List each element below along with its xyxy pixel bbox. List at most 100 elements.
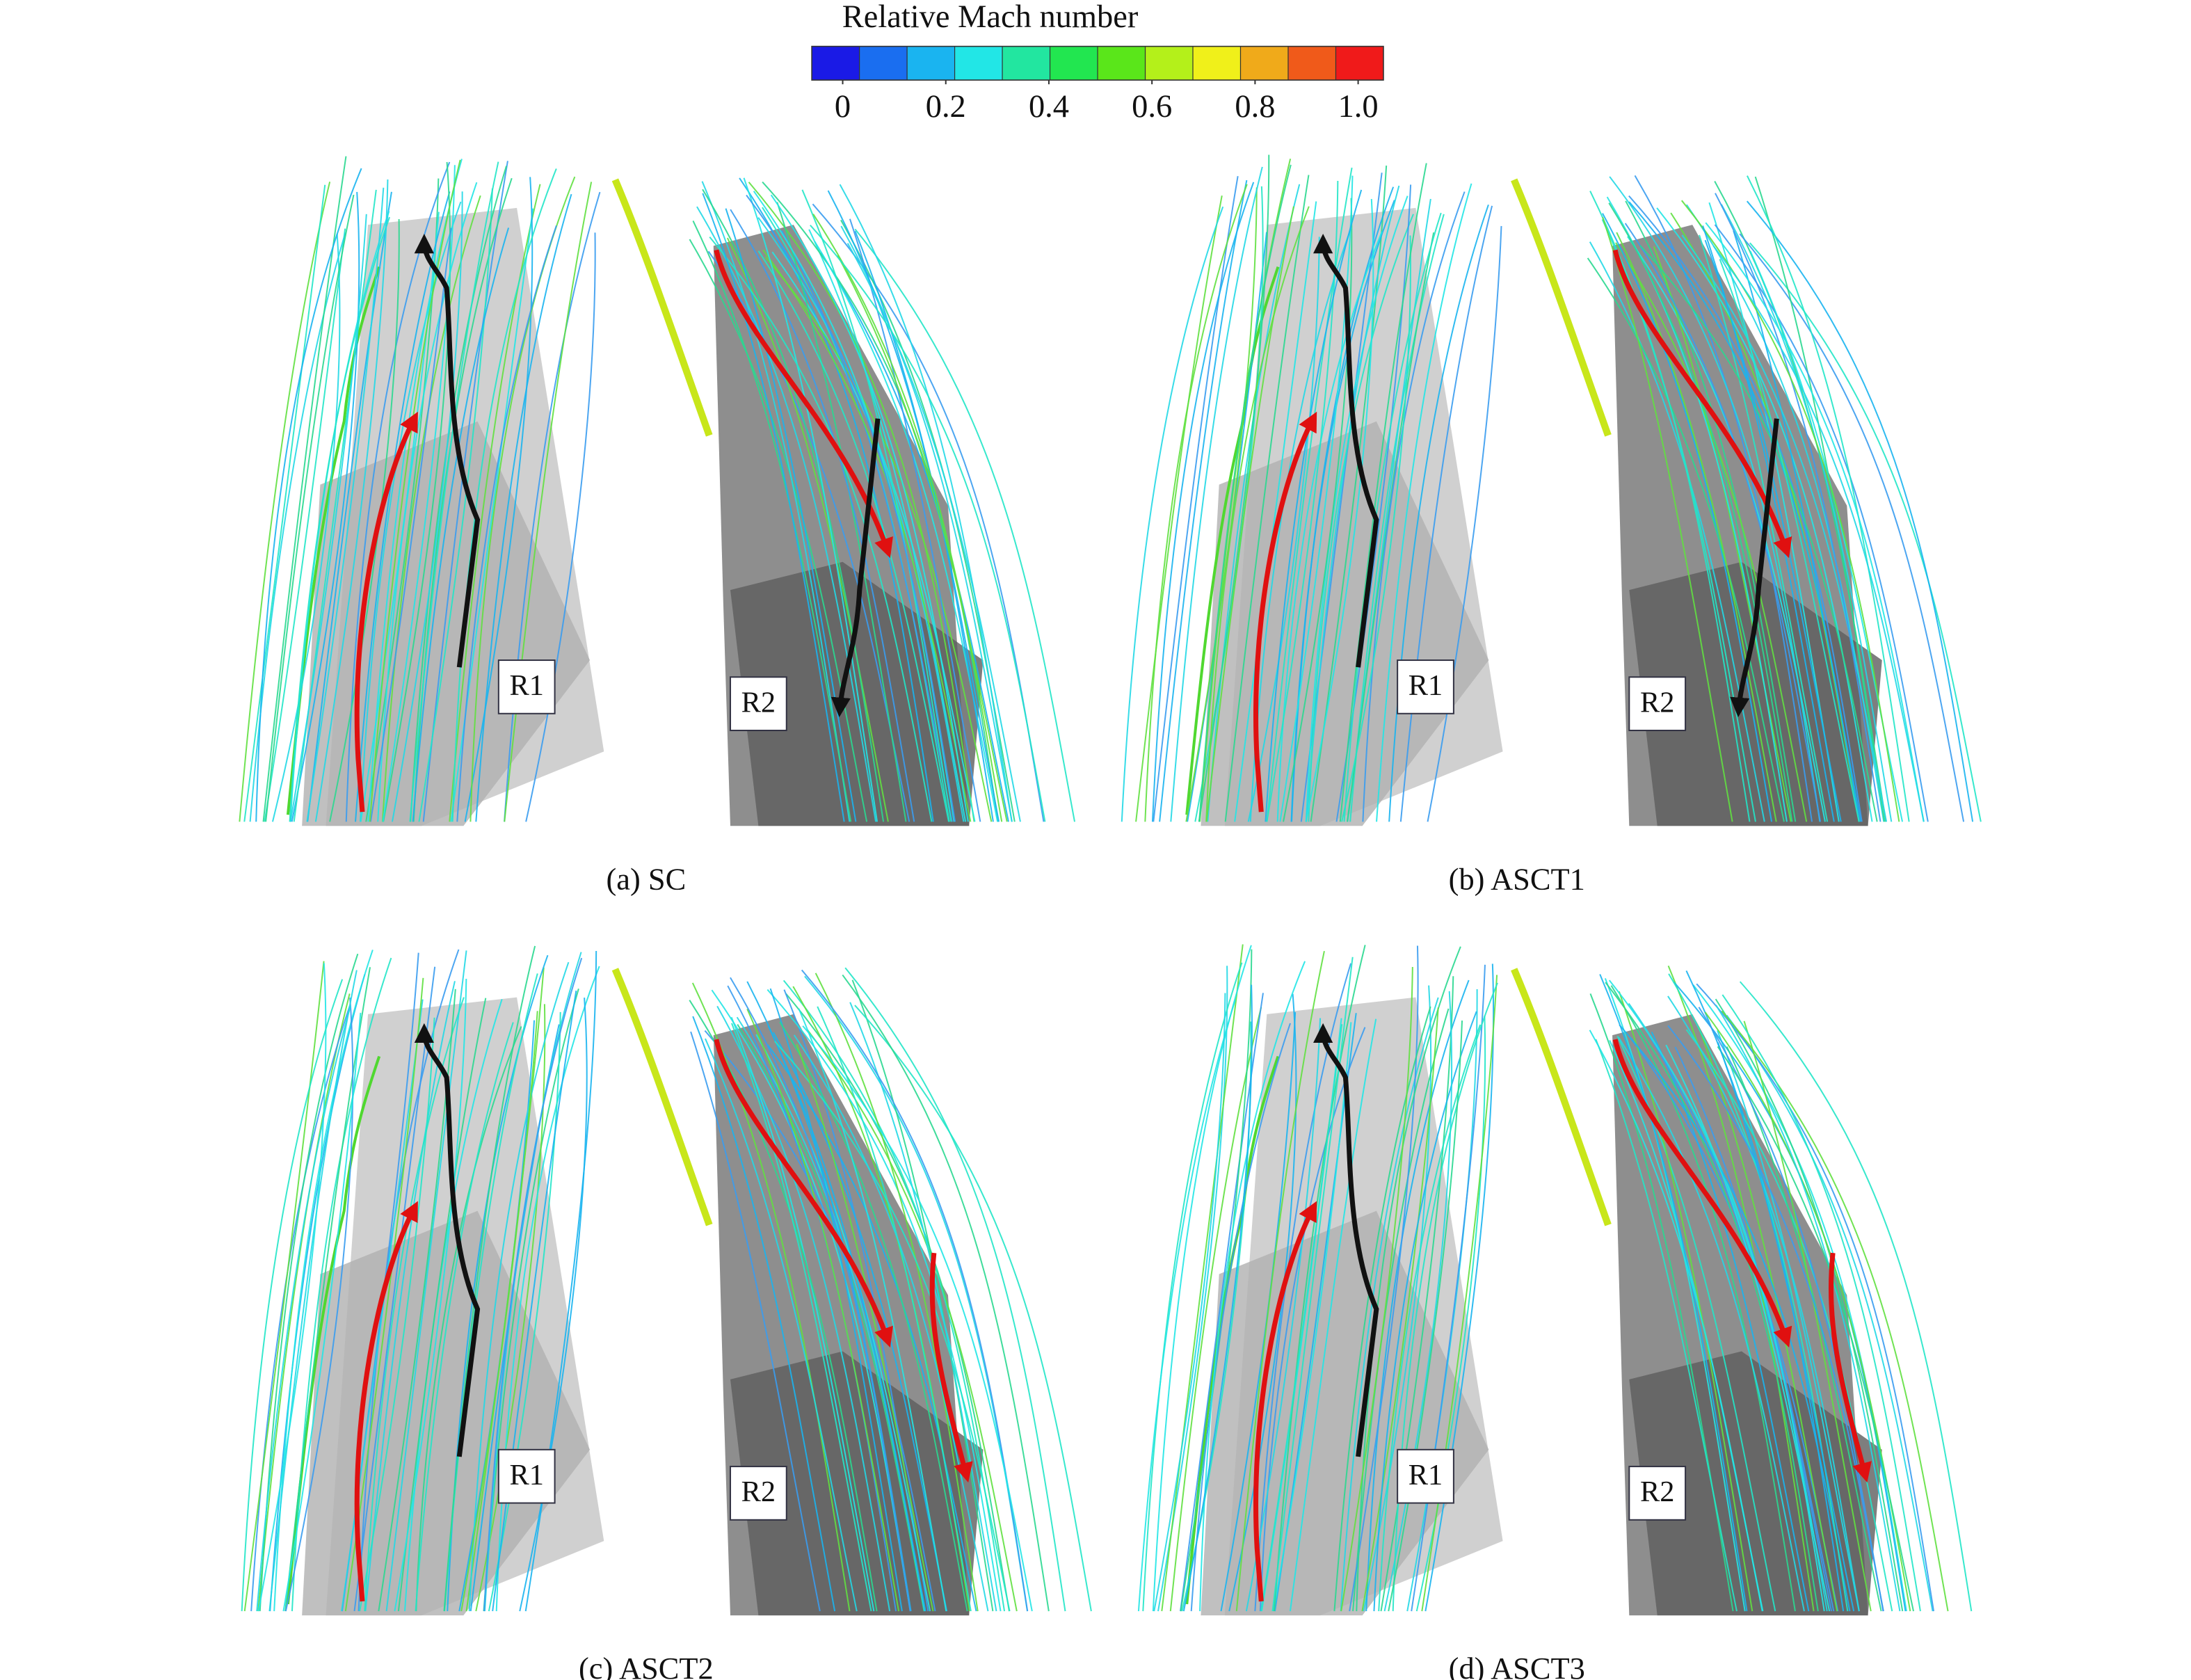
streamline (1421, 975, 1498, 1612)
streamline (770, 194, 969, 822)
streamline (1194, 186, 1264, 822)
streamline (475, 1004, 546, 1612)
streamline (1406, 989, 1478, 1612)
streamline (1602, 217, 1733, 822)
streamline (282, 1012, 362, 1612)
streamline (1754, 176, 1886, 822)
colorbar-segment (812, 46, 860, 81)
streamline (769, 988, 903, 1612)
streamline (1245, 1018, 1322, 1612)
streamline (1235, 950, 1325, 1612)
streamline (1719, 259, 1860, 822)
streamline (849, 218, 981, 822)
flow-arrow-red (714, 1039, 893, 1348)
streamline (1144, 184, 1248, 822)
streamline (1361, 1007, 1439, 1612)
streamline (1712, 245, 1925, 822)
streamline (730, 1016, 875, 1612)
flow-arrow-red (1253, 411, 1317, 813)
streamline (731, 1023, 872, 1612)
streamline (488, 1011, 561, 1612)
panel-caption: (c) ASCT2 (579, 1651, 714, 1680)
streamline (519, 998, 588, 1612)
streamline (1169, 1007, 1262, 1612)
blade-label: R2 (1640, 1475, 1674, 1508)
streamline (1610, 985, 1796, 1612)
streamline (1717, 1030, 1860, 1612)
streamline (1702, 225, 1835, 822)
flow-arrow-red (714, 249, 893, 559)
streamline (449, 184, 541, 822)
blade-label-box (1397, 1448, 1454, 1504)
blade-label-box (1628, 1466, 1687, 1521)
streamline (412, 227, 510, 822)
colorbar-segment (1193, 46, 1242, 81)
streamline (1373, 1011, 1477, 1612)
streamline (504, 182, 593, 822)
streamline (1625, 200, 1797, 822)
blade-label: R2 (741, 686, 776, 719)
streamline (1618, 991, 1753, 1612)
colorbar-tick-label: 1.0 (1338, 89, 1379, 125)
streamline (1624, 223, 1822, 822)
streamline (492, 990, 577, 1612)
streamline (1199, 961, 1306, 1612)
flow-arrow-black (1313, 234, 1379, 668)
streamline (796, 1043, 934, 1612)
streamline (1349, 945, 1419, 1612)
streamline (1692, 984, 1907, 1612)
streamline (360, 201, 462, 822)
streamline (1135, 195, 1223, 822)
streamline (1392, 982, 1498, 1612)
flow-arrow-red (1253, 1201, 1317, 1602)
blade-label-box (1397, 659, 1454, 714)
streamline (1667, 1025, 1884, 1612)
colorbar-segment (1002, 46, 1051, 81)
streamline (1356, 946, 1461, 1612)
inlet-stream (1511, 968, 1612, 1226)
streamline (468, 961, 570, 1612)
streamline (1747, 175, 1910, 822)
colorbar-tick-label: 0.6 (1132, 89, 1172, 125)
streamline (483, 957, 583, 1612)
streamline (1305, 195, 1408, 822)
streamline (767, 1043, 977, 1612)
streamline (369, 227, 452, 822)
streamline (1376, 183, 1472, 822)
streamline (1279, 175, 1354, 822)
blade-label-box (497, 659, 556, 714)
streamline (306, 187, 385, 822)
streamline (307, 191, 392, 822)
streamline (1605, 982, 1819, 1612)
colorbar-frame (811, 45, 1384, 81)
streamline (378, 989, 456, 1612)
streamline (1714, 224, 1929, 822)
streamline (1608, 202, 1793, 822)
streamline (1746, 200, 1974, 822)
streamline (1697, 1026, 1838, 1612)
streamline (779, 1021, 968, 1612)
streamline (771, 251, 976, 822)
streamline (1616, 232, 1777, 822)
streamline (415, 1026, 522, 1612)
streamline (840, 225, 1013, 822)
inlet-stream (611, 178, 713, 437)
streamline (241, 979, 344, 1612)
streamline (854, 1005, 1092, 1612)
streamline (1308, 214, 1414, 822)
streamline (1599, 974, 1748, 1612)
streamline (849, 1002, 997, 1612)
streamline (1639, 245, 1878, 822)
streamline (1378, 1024, 1482, 1612)
streamline (839, 184, 1013, 822)
streamline (739, 177, 934, 822)
streamline (314, 179, 389, 822)
streamline (1589, 241, 1765, 822)
streamline (702, 189, 885, 822)
colorbar-tick-label: 0.4 (1029, 89, 1069, 125)
streamline (716, 1005, 891, 1612)
streamline (1587, 257, 1785, 822)
streamline (1260, 1024, 1343, 1612)
streamline (814, 241, 999, 822)
